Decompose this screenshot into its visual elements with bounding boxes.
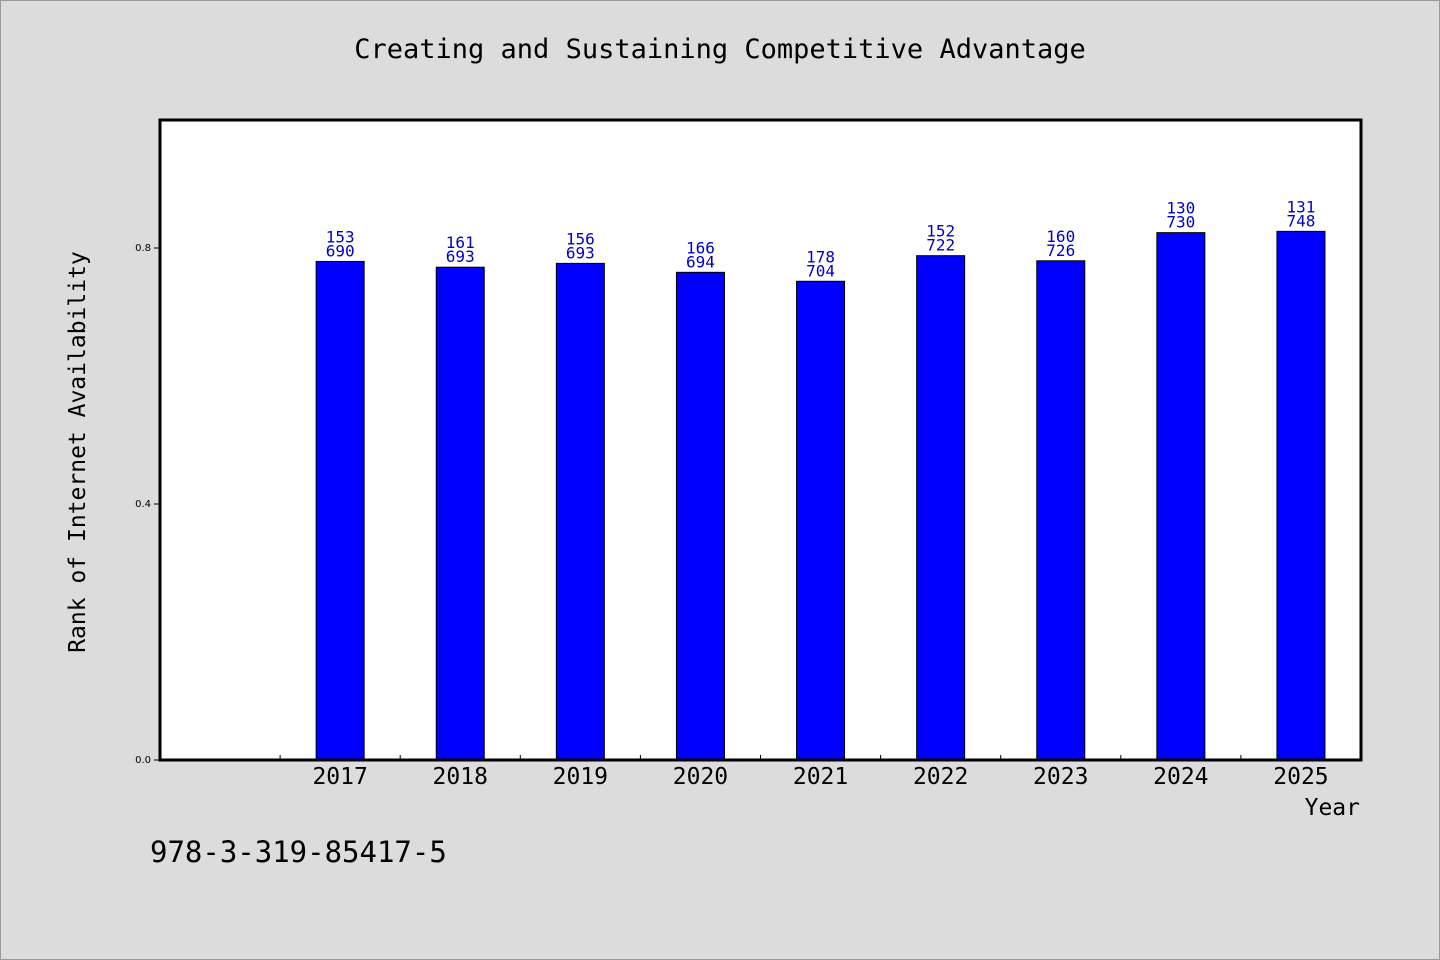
bar-data-label: 152 [926,222,955,241]
bar [916,255,966,761]
bar-data-label: 694 [686,252,715,271]
bar-data-label: 730 [1166,213,1195,232]
bar-data-label: 704 [806,261,835,280]
bar-data-label: 726 [1046,241,1075,260]
bar-data-label: 130 [1166,199,1195,218]
bar [1276,230,1326,761]
bar-data-label: 178 [806,247,835,266]
bar-data-label: 161 [446,233,475,252]
bar-data-label: 166 [686,238,715,257]
bar [555,262,605,761]
x-tick-label: 2021 [793,764,848,790]
bar [1156,232,1206,761]
bar-data-label: 131 [1286,197,1315,216]
x-tick-label: 2022 [913,764,968,790]
x-tick-label: 2017 [312,764,367,790]
bar [796,280,846,761]
bar-data-label: 156 [566,229,595,248]
isbn-footer: 978-3-319-85417-5 [150,835,447,869]
x-tick-label: 2020 [673,764,728,790]
x-tick-label: 2024 [1153,764,1208,790]
chart-title: Creating and Sustaining Competitive Adva… [354,34,1086,65]
y-tick-label: 0.0 [135,755,151,766]
bar [675,271,725,761]
bar [315,260,365,761]
x-tick-label: 2023 [1033,764,1088,790]
bar-data-label: 748 [1286,211,1315,230]
x-tick-label: 2018 [433,764,488,790]
bar-data-label: 160 [1046,227,1075,246]
y-tick-label: 0.4 [135,499,151,510]
plot-border [158,118,1363,762]
bar-data-label: 693 [446,247,475,266]
x-tick-label: 2019 [553,764,608,790]
bar-data-label: 690 [326,241,355,260]
bar-data-label: 153 [326,227,355,246]
bar-data-label: 722 [926,236,955,255]
bar [435,266,485,761]
x-axis-label: Year [1304,795,1360,821]
x-tick-label: 2025 [1273,764,1328,790]
bar [1036,260,1086,761]
bar-data-label: 693 [566,243,595,262]
y-tick-label: 0.8 [135,243,151,254]
